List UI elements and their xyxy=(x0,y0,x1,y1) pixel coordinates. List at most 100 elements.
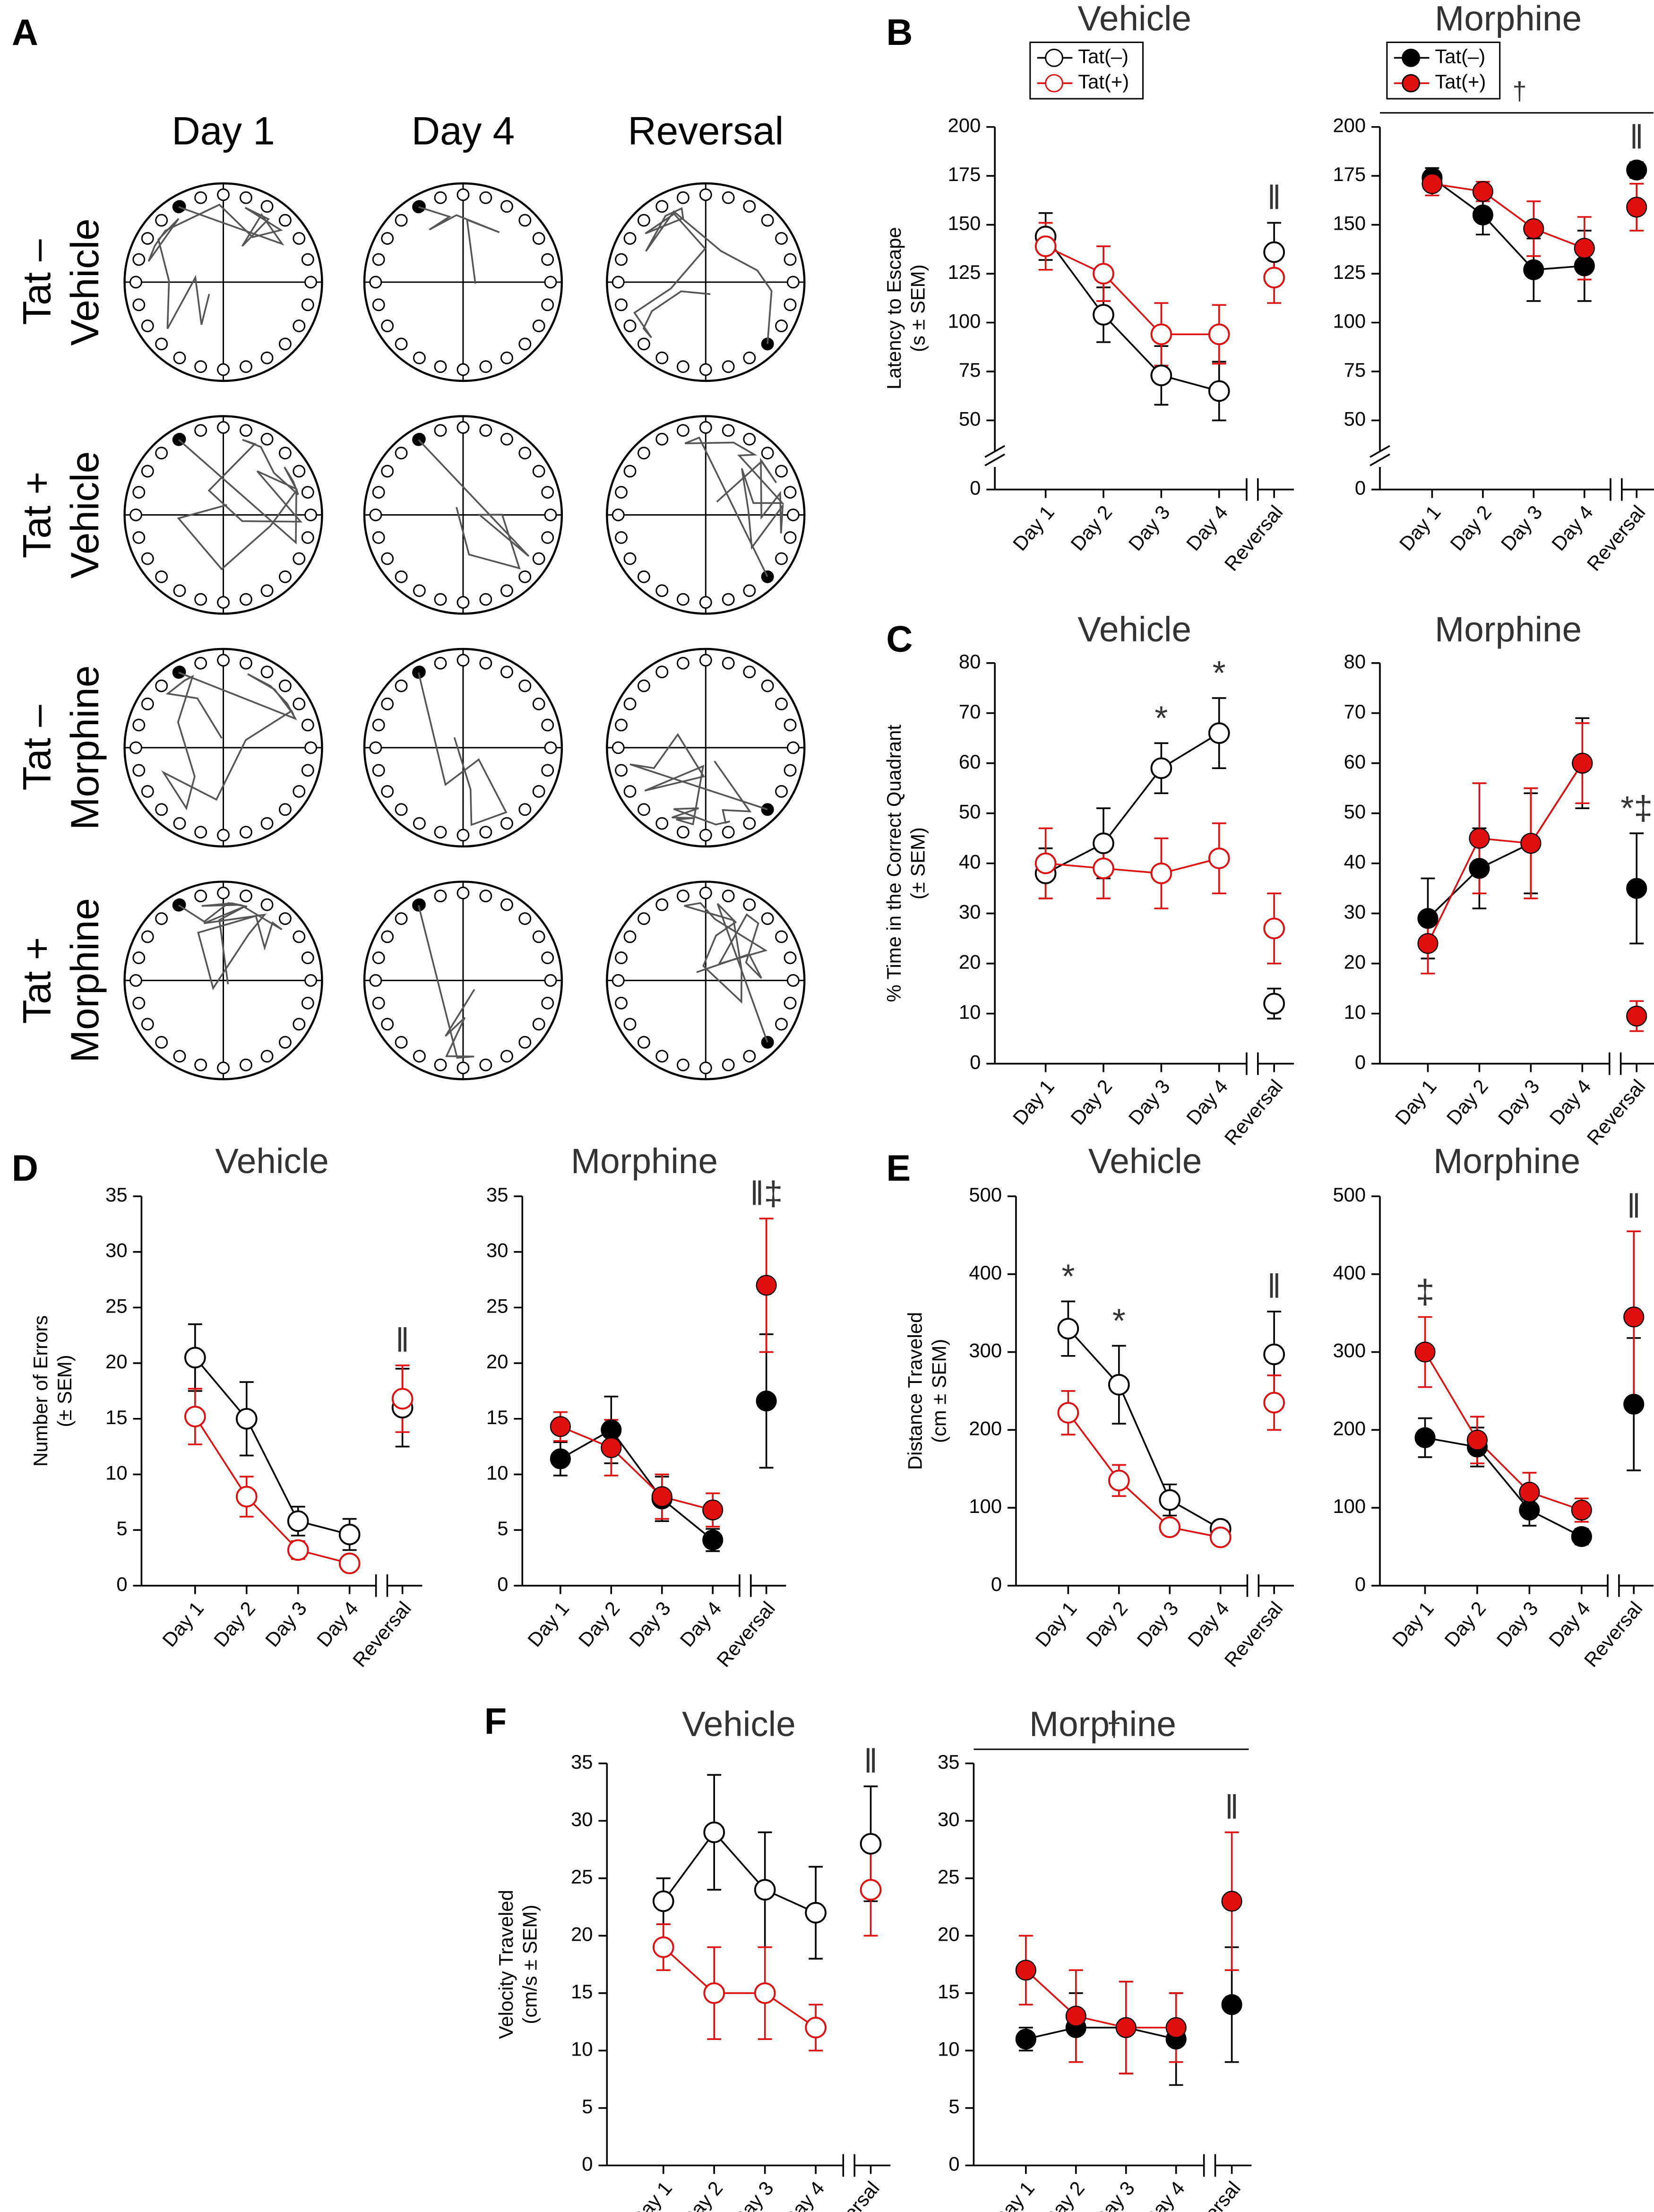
point xyxy=(1209,1526,1232,1548)
y-tick-label: 40 xyxy=(959,851,981,873)
point xyxy=(1519,1499,1540,1521)
hole xyxy=(637,803,650,816)
y-tick-label: 300 xyxy=(1333,1339,1366,1362)
series-line xyxy=(1045,245,1219,336)
y-tick-label: 30 xyxy=(959,901,981,923)
y-tick-label: 25 xyxy=(486,1295,508,1317)
point xyxy=(1150,862,1172,884)
point xyxy=(1472,181,1493,202)
hole xyxy=(240,890,252,903)
goal xyxy=(761,337,774,351)
hole xyxy=(132,996,146,1010)
hole xyxy=(240,657,252,670)
hole xyxy=(293,465,306,478)
y-tick-label: 15 xyxy=(571,1980,593,2003)
hole xyxy=(457,421,470,434)
y-tick-label: 20 xyxy=(571,1923,593,1945)
swim-path xyxy=(684,436,784,577)
hole xyxy=(413,817,426,830)
row-label-line: Vehicle xyxy=(62,218,107,346)
hole xyxy=(544,508,557,521)
annotation: * xyxy=(1154,700,1168,737)
row-label: Tat + Morphine xyxy=(15,898,107,1063)
hole xyxy=(194,424,207,437)
point xyxy=(754,1879,776,1901)
hole xyxy=(676,1058,689,1071)
series-line xyxy=(1427,762,1583,944)
hole xyxy=(637,214,650,227)
hole xyxy=(132,764,146,777)
annotation: ‖ xyxy=(1267,179,1281,217)
hole xyxy=(541,531,554,544)
hole xyxy=(457,829,470,842)
hole xyxy=(457,886,470,899)
hole xyxy=(699,596,712,609)
y-axis-label-line: (± SEM) xyxy=(907,827,929,899)
goal xyxy=(172,666,185,679)
hole xyxy=(532,697,545,710)
hole xyxy=(141,930,154,943)
y-axis-label-line: (cm ± SEM) xyxy=(928,1339,950,1443)
point xyxy=(756,1391,777,1412)
hole xyxy=(395,447,408,459)
point xyxy=(184,1406,206,1427)
hole xyxy=(784,996,797,1010)
hole xyxy=(304,741,318,754)
hole xyxy=(141,1018,154,1031)
point xyxy=(1417,933,1439,954)
y-axis-label: Velocity Traveled (cm/s ± SEM) xyxy=(495,1890,541,2039)
hole xyxy=(615,298,628,311)
hole xyxy=(676,360,689,373)
hole xyxy=(699,654,712,667)
hole xyxy=(637,679,650,692)
point xyxy=(1108,1469,1130,1492)
swim-path xyxy=(178,902,283,991)
row-label-line: Tat – xyxy=(15,239,59,325)
hole xyxy=(518,447,532,459)
hole xyxy=(743,351,756,364)
y-tick-label: 5 xyxy=(116,1517,127,1539)
y-tick-label: 60 xyxy=(959,751,981,773)
axis-break xyxy=(984,445,1005,458)
point xyxy=(1572,752,1593,774)
axis-break xyxy=(1370,453,1390,467)
point xyxy=(1626,1005,1647,1027)
hole xyxy=(479,826,492,839)
series-line xyxy=(1045,857,1220,874)
goal xyxy=(761,570,774,583)
y-tick-label: 25 xyxy=(571,1866,593,1888)
y-tick-label: 75 xyxy=(959,359,981,381)
goal xyxy=(761,803,774,816)
chart-title: Vehicle xyxy=(1088,1141,1202,1181)
y-tick-label: 80 xyxy=(959,650,981,673)
chart-title: Vehicle xyxy=(1077,0,1191,38)
y-tick-label: 150 xyxy=(1333,212,1366,234)
point xyxy=(1520,833,1542,854)
hole xyxy=(637,1036,650,1049)
hole xyxy=(532,320,545,332)
hole xyxy=(381,552,394,565)
point xyxy=(1221,1994,1242,2015)
hole xyxy=(699,886,712,899)
point xyxy=(1015,2029,1036,2050)
row-label: Tat – Morphine xyxy=(15,665,107,830)
y-tick-label: 5 xyxy=(948,2095,959,2117)
point xyxy=(1093,263,1114,285)
point xyxy=(184,1347,206,1369)
y-axis-label-line: Latency to Escape xyxy=(883,227,905,389)
hole xyxy=(434,826,447,839)
annotation: ‡ xyxy=(1416,1273,1435,1311)
row-label-line: Tat – xyxy=(15,705,59,791)
annotation: * xyxy=(1112,1302,1126,1340)
swim-path xyxy=(633,207,773,344)
hole xyxy=(369,741,382,754)
row-label-line: Morphine xyxy=(62,665,107,830)
hole xyxy=(699,829,712,842)
hole xyxy=(132,718,146,732)
hole xyxy=(413,351,426,364)
row-label-line: Tat + xyxy=(15,472,59,559)
hole xyxy=(722,1058,735,1071)
y-tick-label: 0 xyxy=(948,2153,959,2175)
point xyxy=(1623,1393,1645,1415)
hole xyxy=(775,1018,788,1031)
